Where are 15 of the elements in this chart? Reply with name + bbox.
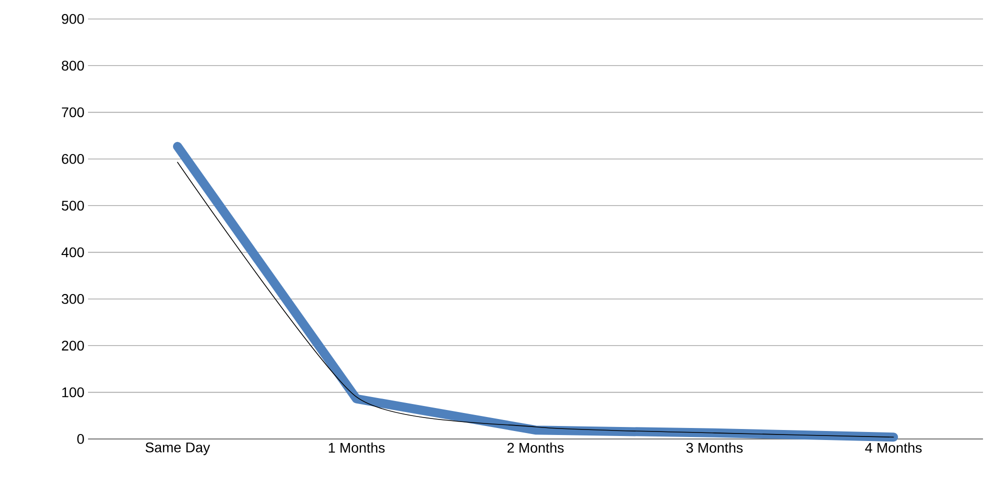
y-tick-label: 700	[62, 107, 84, 118]
x-tick-label: 4 Months	[865, 442, 922, 453]
y-tick-label: 400	[62, 247, 84, 258]
y-tick-label: 500	[62, 200, 84, 211]
x-tick-label: Same Day	[146, 442, 210, 456]
y-tick-label: 900	[62, 14, 84, 24]
y-tick-label: 300	[62, 294, 84, 304]
y-tick-label: 600	[62, 154, 84, 164]
x-tick-label: 3 Months	[686, 442, 743, 453]
y-tick-label: 200	[62, 340, 84, 351]
y-tick-label: 800	[62, 60, 84, 71]
x-tick-label: 2 Months	[508, 442, 564, 453]
x-tick-label: 1 Months	[328, 442, 385, 453]
y-tick-label: 100	[62, 387, 84, 398]
y-tick-label: 0	[77, 434, 84, 444]
